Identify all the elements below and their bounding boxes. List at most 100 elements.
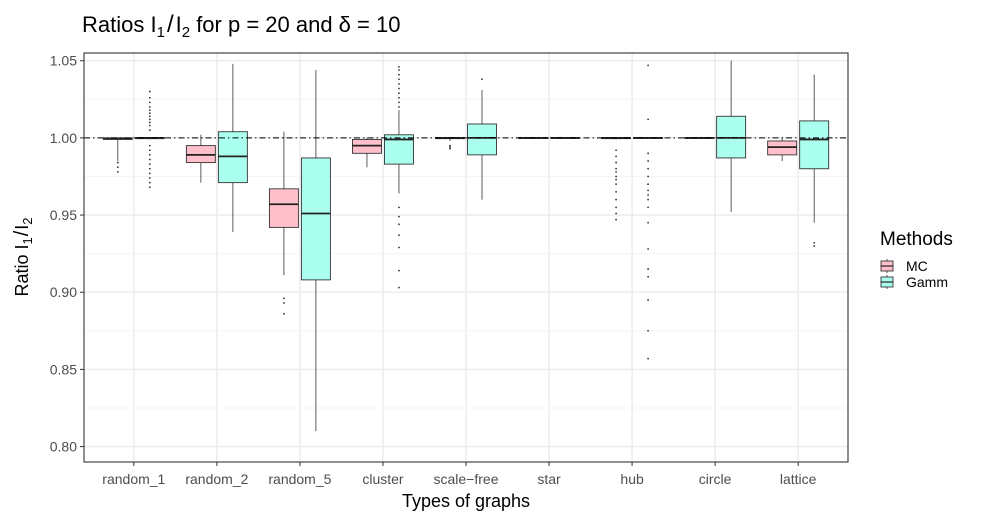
x-tick-label: random_1 [102,471,165,487]
outlier-point [398,73,400,76]
chart-title-slash: / [167,11,174,38]
outlier-point [398,286,400,289]
outlier-point [148,177,151,179]
outlier-point [283,302,285,304]
box-mc [102,137,133,173]
x-axis: random_1 random_2 random_5 cluster scale−fre… [102,462,817,487]
x-tick-label: circle [699,471,732,487]
chart-title: Ratios I1/I2 for p = 20 and δ = 10 [82,11,400,41]
outlier-point [615,170,617,173]
chart-title-sub1: 1 [157,24,165,41]
outlier-point [398,65,400,68]
outlier-point [647,329,649,332]
outlier-point [398,223,400,226]
box-body [799,120,830,170]
x-tick-label: random_2 [185,471,248,487]
outlier-point [398,101,400,104]
legend-item-mc: MC [880,258,928,274]
x-tick-label: cluster [362,471,404,487]
outlier-point [615,212,617,215]
outlier-point [398,269,400,272]
x-axis-title: Types of graphs [402,491,530,511]
outlier-point [148,109,151,112]
outlier-point [647,118,649,121]
outlier-point [398,246,400,249]
outlier-point [148,121,151,124]
box-gamm [384,65,414,289]
outlier-point [398,69,400,71]
outlier-point [647,167,649,170]
plot-panel [83,52,849,463]
y-tick-label: 1.05 [50,53,77,69]
y-axis: 0.80 0.85 0.90 0.95 1.00 1.05 [50,53,84,455]
outlier-point [647,152,649,155]
outlier-point [398,206,400,209]
outlier-point [647,221,649,224]
outlier-point [647,299,649,301]
outlier-point [116,161,119,164]
outlier-point [449,146,451,149]
box-gamm [716,60,747,212]
outlier-point [647,189,649,192]
outlier-point [481,78,483,81]
y-axis-title-sub1: 1 [20,237,35,244]
chart-title-mid: I [176,12,182,37]
y-tick-label: 0.90 [50,284,77,300]
outlier-point [449,147,451,150]
outlier-point [148,112,151,115]
outlier-point [398,234,400,237]
box-gamm [799,74,830,247]
box-mc [185,134,216,183]
box-body [300,157,331,281]
y-axis-title-slash: / [11,230,33,236]
outlier-point [615,183,617,186]
legend-item-gamm: Gamm [880,274,948,290]
outlier-point [647,357,649,360]
outlier-point [148,96,151,99]
box-mc [268,131,299,315]
outlier-point [148,163,151,166]
outlier-point [615,175,617,178]
outlier-point [398,215,400,218]
outlier-point [615,178,617,181]
outlier-point [148,144,151,147]
legend-label-mc: MC [906,258,928,274]
outlier-point [647,175,649,178]
box-body [467,123,497,156]
x-tick-label: scale−free [434,471,499,487]
outlier-point [148,186,151,189]
legend-title: Methods [880,229,953,250]
x-tick-label: hub [620,471,644,487]
outlier-point [647,198,649,201]
box-mc [352,137,382,168]
y-tick-label: 0.95 [50,207,77,223]
outlier-point [148,158,151,161]
outlier-point [449,144,451,147]
outlier-point [615,167,617,170]
outlier-point [398,106,400,108]
outlier-point [116,170,119,173]
outlier-point [148,106,151,108]
box-gamm [300,69,331,432]
outlier-point [615,155,617,158]
outlier-point [398,96,400,99]
outlier-point [148,167,151,170]
outlier-point [398,87,400,90]
outlier-point [647,183,649,186]
outlier-point [647,248,649,250]
outlier-point [647,206,649,209]
outlier-point [615,218,617,221]
outlier-point [647,160,649,162]
legend: Methods MC Gamm [880,229,953,290]
outlier-point [148,118,151,121]
y-tick-label: 0.80 [50,439,77,455]
box-body [268,188,299,228]
outlier-point [283,297,285,300]
outlier-point [148,124,151,127]
box-gamm [217,63,248,233]
outlier-point [813,241,816,244]
legend-key-mc [880,259,894,273]
outlier-point [647,194,649,196]
outlier-point [148,153,151,156]
